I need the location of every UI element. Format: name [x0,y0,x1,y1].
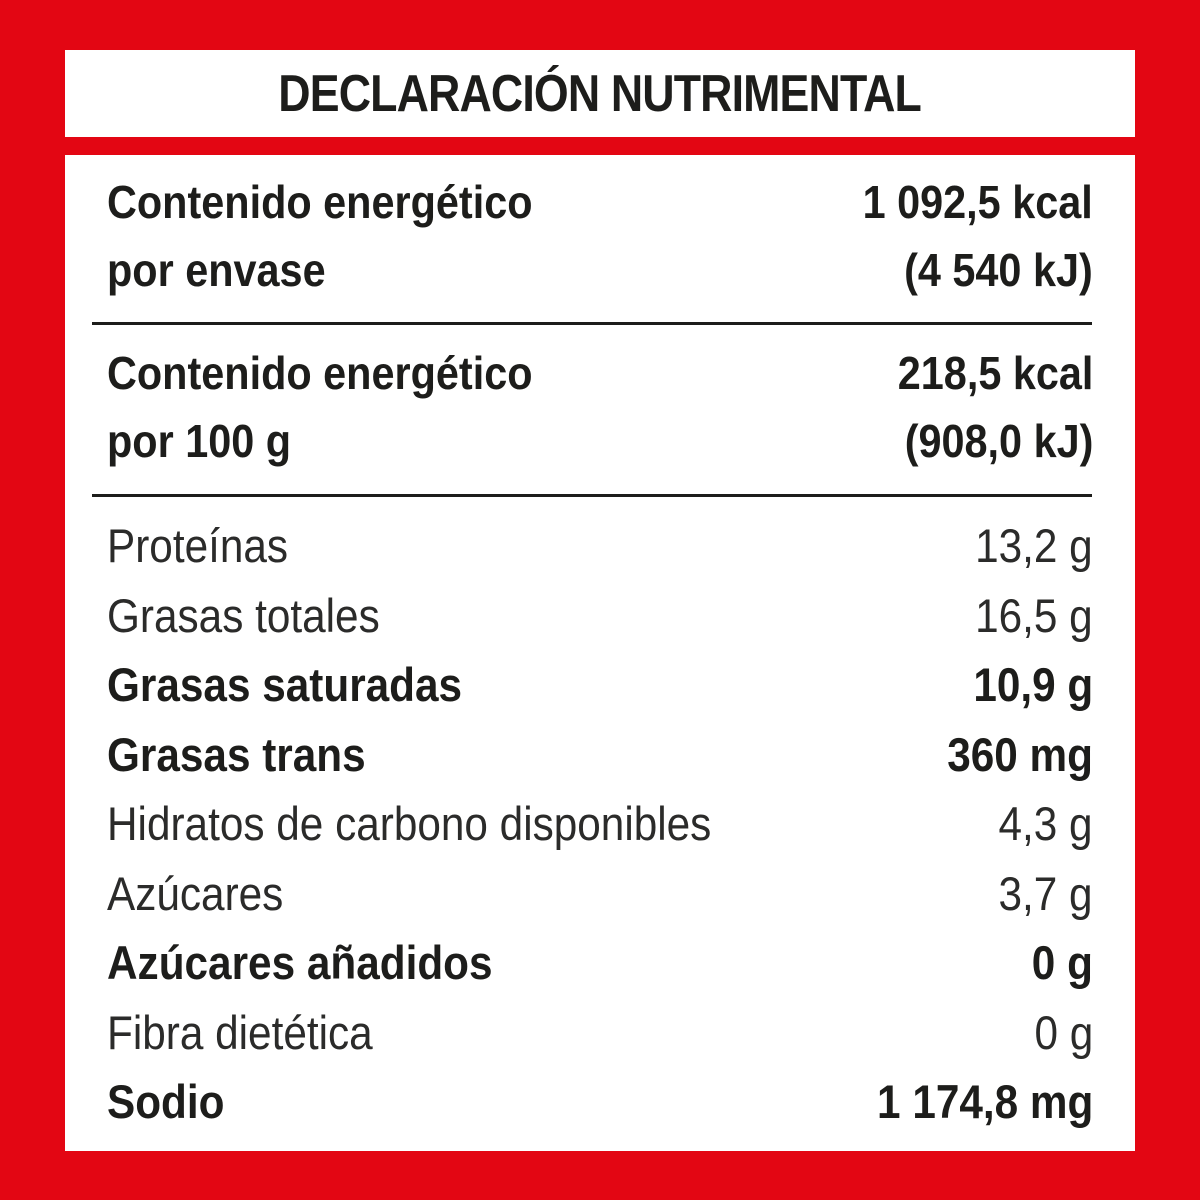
energy-per-100g-label: Contenido energético por 100 g [107,339,533,475]
page-title: DECLARACIÓN NUTRIMENTAL [278,64,923,123]
nutrient-label: Proteínas [107,519,289,573]
energy-per-package-value: 1 092,5 kcal (4 540 kJ) [863,168,1093,304]
nutrient-row-fibra: Fibra dietética 0 g [107,998,1093,1068]
nutrient-row-grasas-saturadas: Grasas saturadas 10,9 g [107,650,1093,720]
nutrient-value: 16,5 g [975,588,1093,642]
nutrient-row-grasas-trans: Grasas trans 360 mg [107,720,1093,790]
nutrition-panel: Contenido energético por envase 1 092,5 … [65,155,1135,1151]
nutrient-label: Hidratos de carbono disponibles [107,797,712,851]
nutrient-label: Grasas totales [107,588,380,642]
nutrient-row-hidratos: Hidratos de carbono disponibles 4,3 g [107,789,1093,859]
nutrient-value: 0 g [1031,936,1093,990]
energy-value-kj: (4 540 kJ) [904,244,1093,296]
nutrient-label: Sodio [107,1075,225,1129]
divider [92,322,1092,325]
energy-label-line: por envase [107,244,326,296]
nutrient-row-sodio: Sodio 1 174,8 mg [107,1067,1093,1137]
nutrient-row-proteinas: Proteínas 13,2 g [107,511,1093,581]
nutrient-value: 13,2 g [975,519,1093,573]
divider [92,494,1092,497]
energy-value-kcal: 1 092,5 kcal [862,176,1093,228]
nutrient-label: Grasas saturadas [107,658,463,712]
nutrient-row-azucares: Azúcares 3,7 g [107,859,1093,929]
energy-per-package-label: Contenido energético por envase [107,168,533,304]
nutrient-label: Grasas trans [107,727,366,781]
nutrient-value: 360 mg [947,727,1093,781]
title-box: DECLARACIÓN NUTRIMENTAL [65,50,1135,137]
energy-per-100g-value: 218,5 kcal (908,0 kJ) [897,339,1093,475]
energy-per-100g: Contenido energético por 100 g 218,5 kca… [107,339,1093,475]
energy-label-line: por 100 g [107,415,292,467]
nutrient-value: 4,3 g [998,797,1093,851]
nutrient-value: 0 g [1034,1005,1093,1059]
nutrient-row-grasas-totales: Grasas totales 16,5 g [107,581,1093,651]
energy-label-line: Contenido energético [107,347,533,399]
nutrient-value: 10,9 g [973,658,1093,712]
nutrient-label: Azúcares añadidos [107,936,493,990]
energy-label-line: Contenido energético [107,176,533,228]
nutrient-value: 1 174,8 mg [876,1075,1093,1129]
energy-value-kcal: 218,5 kcal [897,347,1093,399]
energy-value-kj: (908,0 kJ) [904,415,1093,467]
nutrient-list: Proteínas 13,2 g Grasas totales 16,5 g G… [107,511,1093,1137]
nutrient-label: Azúcares [107,866,284,920]
nutrient-row-azucares-anadidos: Azúcares añadidos 0 g [107,928,1093,998]
energy-per-package: Contenido energético por envase 1 092,5 … [107,168,1093,304]
nutrient-value: 3,7 g [998,866,1093,920]
nutrient-label: Fibra dietética [107,1005,373,1059]
